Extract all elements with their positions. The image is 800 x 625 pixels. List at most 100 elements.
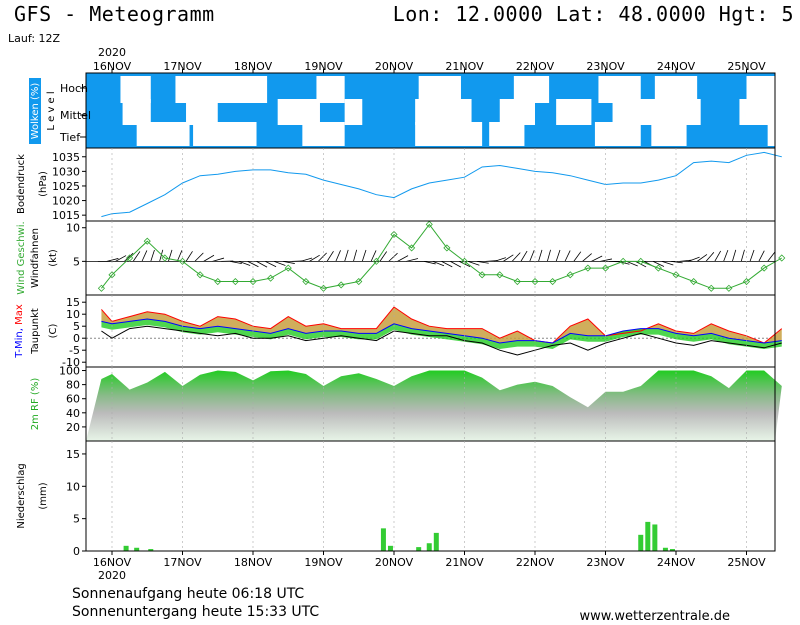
cloud-clear-mittel — [344, 99, 363, 125]
panel-frame — [85, 440, 776, 552]
wind-barb — [309, 254, 320, 262]
wind-speed-line — [101, 223, 783, 289]
wind-speed-point — [549, 277, 557, 286]
cloud-clear-mittel — [415, 99, 472, 125]
wind-speed-point — [126, 254, 134, 262]
wind-barb — [238, 260, 251, 266]
precip-bar — [148, 549, 154, 551]
wind-ytick-label: 10 — [66, 222, 80, 235]
rh-ytick-label: 60 — [66, 393, 80, 406]
cloud-clear-hoch — [513, 76, 550, 103]
pressure-line — [101, 151, 782, 218]
wind-speed-point — [619, 257, 627, 265]
temp-ytick-label: 15 — [66, 296, 80, 309]
wind-barb — [529, 250, 535, 262]
wind-speed-point — [654, 264, 662, 272]
wind-speed-point — [108, 271, 116, 279]
wind-barb — [212, 257, 225, 262]
precip-label: Niederschlag — [16, 463, 27, 528]
wind-speed-point — [725, 284, 733, 292]
wind-barb — [600, 258, 613, 262]
precip-bar — [134, 547, 140, 551]
wind-barb — [370, 250, 377, 262]
year-label-top: 2020 — [98, 46, 126, 59]
day-label-bottom: 19NOV — [304, 556, 343, 569]
pressure-unit-label: (hPa) — [38, 171, 49, 197]
website-link[interactable]: www.wetterzentrale.de — [579, 609, 730, 624]
panel-frame — [85, 220, 776, 296]
precip-bar — [123, 545, 129, 551]
rh-ytick-label: 80 — [66, 379, 80, 392]
cloud-clear-hoch — [316, 76, 345, 103]
sunrise-text: Sonnenaufgang heute 06:18 UTC — [72, 586, 305, 602]
wind-speed-point — [637, 257, 645, 265]
wind-speed-point — [496, 271, 504, 279]
precip-unit-label: (mm) — [38, 482, 49, 509]
wind-speed-point — [267, 274, 275, 282]
cloud-clear-hoch — [418, 76, 461, 103]
wind-barb — [406, 258, 419, 262]
wind-speed-point — [478, 271, 486, 279]
wind-barb — [344, 249, 349, 262]
wind-speed-point — [778, 254, 786, 262]
wind-barb — [564, 250, 571, 262]
wind-barb — [546, 249, 551, 262]
wind-barb — [476, 260, 489, 264]
day-label-bottom: 18NOV — [234, 556, 273, 569]
cloud-clear-mittel — [499, 99, 535, 125]
wind-speed-point — [97, 284, 105, 292]
wind-barb — [503, 254, 514, 262]
temp-minmax-label: T-Min, Max — [14, 304, 25, 359]
wind-barb — [124, 252, 134, 262]
cloud-level-label: Mittel — [60, 109, 91, 122]
wind-barb — [423, 260, 436, 265]
wind-barb — [256, 261, 268, 268]
wind-barb — [555, 249, 561, 262]
precip-bar — [669, 549, 675, 551]
cloud-clear-tief — [767, 122, 775, 146]
temp-ytick-label: -5 — [69, 344, 80, 357]
cloud-clear-mittel — [186, 99, 218, 125]
wind-barb — [300, 257, 313, 262]
wind-barb — [230, 260, 242, 264]
day-label-bottom: 25NOV — [727, 556, 766, 569]
wind-speed-point — [566, 271, 574, 279]
cloud-level-label: Tief — [59, 131, 81, 144]
day-label-top: 25NOV — [727, 60, 766, 73]
wind-barb — [520, 250, 528, 262]
wind-barb — [511, 252, 521, 262]
wind-speed-point — [355, 277, 363, 286]
cloud-panel: Hoch Mittel Tief — [59, 73, 775, 148]
wind-speed-point — [178, 257, 187, 265]
rh-area — [86, 370, 782, 441]
cloud-clear-mittel — [277, 99, 320, 125]
cloud-clear-tief — [193, 122, 257, 146]
wind-speed-point — [707, 284, 715, 292]
wind-speed-point — [584, 264, 592, 272]
app-title: GFS - Meteogramm — [14, 2, 215, 26]
precip-bar — [645, 521, 651, 551]
wind-speed-point — [302, 277, 310, 286]
cloud-level-label: Hoch — [60, 82, 88, 95]
cloud-clear-hoch — [175, 76, 239, 103]
wind-speed-point — [425, 220, 433, 228]
wind-speed-point — [214, 277, 222, 286]
wind-barb — [749, 249, 755, 262]
wind-speed-point — [601, 264, 610, 272]
temp-ytick-label: 0 — [73, 332, 80, 345]
precipitation-panel: 0 5 10 15 — [66, 448, 675, 558]
day-label-bottom: 16NOV — [93, 556, 132, 569]
temp-max-line — [101, 306, 783, 344]
wind-barb — [265, 261, 277, 268]
pressure-ytick-label: 1025 — [52, 180, 80, 193]
wind-barb — [203, 254, 215, 262]
panel-frame — [85, 147, 776, 222]
precip-bar — [387, 545, 393, 551]
cloud-clear-tief — [302, 122, 345, 146]
precip-ytick-label: 15 — [66, 448, 80, 461]
wind-barbs-label: Windfahnen — [30, 228, 41, 288]
wind-barb — [397, 255, 409, 262]
precip-ytick-label: 10 — [66, 480, 80, 493]
cloud-clear-hoch — [654, 76, 698, 103]
cloud-clear-mittel — [556, 99, 592, 125]
